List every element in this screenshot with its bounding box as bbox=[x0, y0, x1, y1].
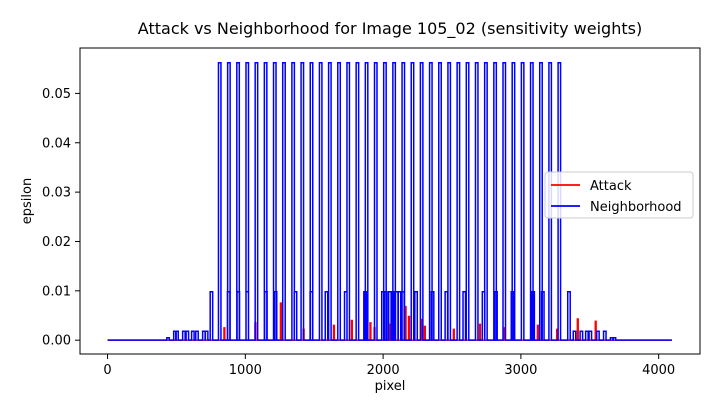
legend-box bbox=[544, 171, 694, 219]
series-line-neighborhood bbox=[107, 62, 672, 341]
y-axis-ticks: 0.00 0.01 0.02 0.03 0.04 0.05 bbox=[42, 87, 80, 349]
legend: Attack Neighborhood bbox=[544, 171, 694, 219]
y-tick-label: 0.03 bbox=[42, 186, 71, 201]
y-tick-label: 0.04 bbox=[42, 136, 71, 151]
chart-title: Attack vs Neighborhood for Image 105_02 … bbox=[138, 19, 642, 39]
y-tick-label: 0.00 bbox=[42, 334, 71, 349]
series-layer bbox=[107, 62, 672, 341]
y-tick-label: 0.02 bbox=[42, 235, 71, 250]
x-tick-label: 0 bbox=[103, 363, 111, 378]
y-tick-label: 0.05 bbox=[42, 87, 71, 102]
y-axis-label: epsilon bbox=[20, 178, 35, 224]
y-tick-label: 0.01 bbox=[42, 284, 71, 299]
x-tick-label: 2000 bbox=[367, 363, 400, 378]
legend-label-attack: Attack bbox=[590, 179, 632, 194]
plot-frame bbox=[79, 47, 701, 355]
x-axis-label: pixel bbox=[375, 379, 406, 394]
x-tick-label: 1000 bbox=[229, 363, 262, 378]
x-axis-ticks: 0 1000 2000 3000 4000 bbox=[103, 354, 675, 378]
x-tick-label: 4000 bbox=[642, 363, 675, 378]
x-tick-label: 3000 bbox=[504, 363, 537, 378]
legend-label-neighborhood: Neighborhood bbox=[590, 200, 682, 215]
